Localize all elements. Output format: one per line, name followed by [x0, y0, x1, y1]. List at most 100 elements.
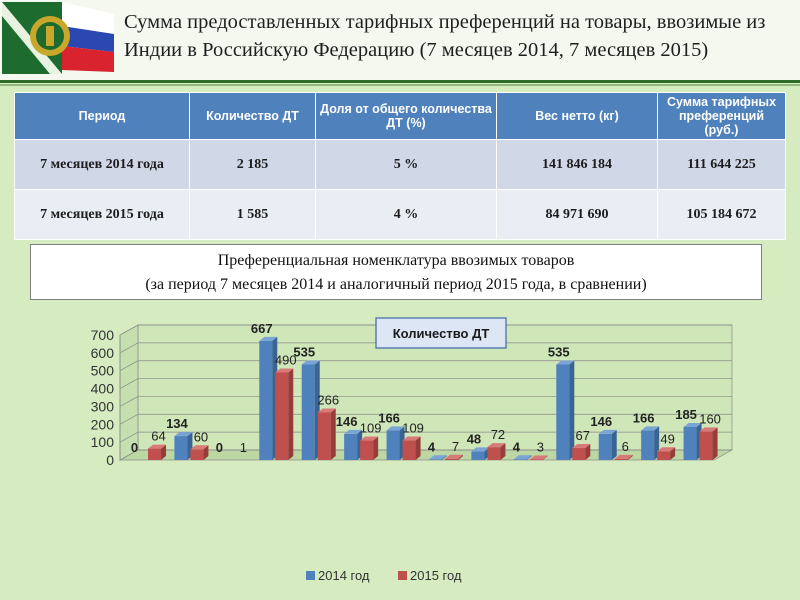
y-tick-label: 600 [91, 345, 115, 361]
bar-2015-side [585, 444, 591, 460]
bar-2014 [598, 433, 612, 460]
bar-2015-side [458, 454, 463, 460]
legend-label-2014: 2014 год [318, 568, 370, 583]
summary-table: Период Количество ДТ Доля от общего коли… [14, 92, 786, 240]
data-label: 0 [131, 440, 138, 455]
y-tick-label: 500 [91, 363, 115, 379]
bar-2015-side [500, 443, 506, 460]
y-tick-label: 400 [91, 381, 115, 397]
bar-2015 [699, 431, 713, 460]
bar-2015-top [487, 443, 506, 448]
bar-2014-top [683, 422, 702, 427]
bar-2015 [190, 449, 204, 460]
bar-2015-side [203, 445, 209, 460]
bar-2015-top [657, 447, 676, 452]
header-band: Сумма предоставленных тарифных преференц… [0, 0, 800, 80]
data-label: 4 [513, 439, 521, 454]
bar-2015 [572, 448, 586, 460]
gridline-side [119, 431, 139, 443]
bar-2014 [174, 436, 188, 460]
data-label: 72 [491, 427, 505, 442]
bar-2015-top [445, 454, 463, 459]
header-count: Количество ДТ [189, 92, 316, 140]
cell-sum: 105 184 672 [657, 189, 786, 240]
data-label: 60 [194, 429, 208, 444]
bar-2015 [657, 451, 671, 460]
data-label: 3 [537, 439, 544, 454]
bar-2014-top [598, 429, 617, 434]
legend-label-2015: 2015 год [410, 568, 462, 583]
bar-2015 [487, 447, 501, 460]
legend-swatch-2014 [306, 571, 315, 580]
header-period: Период [14, 92, 190, 140]
header-sum: Сумма тарифных преференций (руб.) [657, 92, 786, 140]
table-row: 7 месяцев 2015 года 1 585 4 % 84 971 690… [14, 189, 786, 240]
data-label: 4 [428, 439, 436, 454]
bar-2015 [275, 372, 289, 460]
chart-floor [118, 449, 734, 461]
cell-period: 7 месяцев 2015 года [14, 189, 190, 240]
bar-2015-side [542, 455, 548, 460]
bar-2015 [445, 458, 458, 460]
header-share: Доля от общего количества ДТ (%) [315, 92, 497, 140]
cell-period: 7 месяцев 2014 года [14, 139, 190, 190]
bar-2015-side [161, 444, 166, 460]
gridline-side [119, 360, 139, 372]
page-title: Сумма предоставленных тарифных преференц… [124, 11, 766, 61]
bar-2014-side [611, 429, 617, 460]
bar-2014 [429, 459, 442, 460]
bar-2014-top [301, 360, 320, 365]
data-label: 185 [675, 407, 697, 422]
nomenclature-subheading: (за период 7 месяцев 2014 и аналогичный … [145, 276, 647, 293]
bar-2015-top [699, 427, 718, 432]
data-label: 535 [293, 344, 315, 359]
nomenclature-box: Преференциальная номенклатура ввозимых т… [30, 244, 762, 300]
bar-2015-top [529, 455, 548, 460]
y-tick-label: 700 [91, 327, 115, 343]
bar-2014-top [556, 360, 575, 365]
data-label: 535 [548, 344, 570, 359]
data-label: 109 [402, 421, 424, 436]
y-tick-label: 300 [91, 398, 115, 414]
bar-2014 [386, 430, 400, 460]
bar-2015-top [402, 436, 421, 441]
data-label: 160 [699, 411, 721, 426]
bar-2014-top [513, 455, 532, 460]
bar-2015-side [330, 408, 336, 460]
gridline-side [119, 449, 139, 461]
data-label: 64 [151, 429, 165, 444]
bar-2014-side [442, 455, 447, 460]
y-tick-label: 0 [106, 452, 114, 468]
legend-swatch-2015 [398, 571, 407, 580]
bar-2015-top [360, 436, 379, 441]
bar-2014-top [344, 429, 363, 434]
bar-2015-side [415, 436, 421, 460]
bar-2015-top [275, 368, 294, 373]
cell-share: 5 % [315, 139, 497, 190]
bar-2014-top [429, 455, 447, 460]
bar-2015 [614, 458, 628, 460]
bar-2015 [148, 448, 161, 460]
data-label: 6 [622, 439, 629, 454]
bar-2014-top [471, 447, 490, 452]
cell-count: 1 585 [189, 189, 316, 240]
data-label: 490 [275, 353, 297, 368]
bar-2015 [317, 412, 331, 460]
data-label: 67 [576, 428, 590, 443]
cell-sum: 111 644 225 [657, 139, 786, 190]
bar-2014 [471, 451, 485, 460]
bar-2015-side [373, 436, 379, 460]
bar-2015-side [627, 454, 633, 460]
data-label: 166 [378, 410, 400, 425]
bar-2015-top [614, 454, 633, 459]
bar-2015 [402, 440, 416, 460]
cell-share: 4 % [315, 189, 497, 240]
header-divider [0, 80, 800, 83]
bar-2014 [556, 364, 570, 460]
table-header-row: Период Количество ДТ Доля от общего коли… [14, 92, 786, 140]
cell-weight: 141 846 184 [496, 139, 658, 190]
data-label: 146 [336, 414, 358, 429]
data-label: 134 [166, 416, 188, 431]
gridline-side [119, 396, 139, 407]
